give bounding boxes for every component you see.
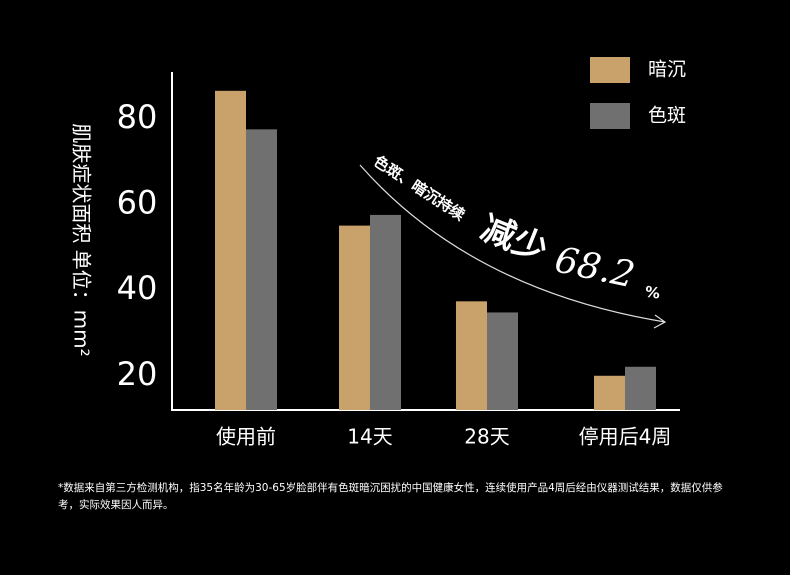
x-tick-label: 28天 [464, 425, 509, 449]
arrow-head [653, 314, 667, 329]
bar [246, 129, 277, 410]
legend-label: 暗沉 [648, 59, 686, 81]
y-axis-label: 肌肤症状面积 单位：mm² [70, 123, 94, 356]
bar [456, 301, 487, 410]
y-tick-label: 60 [117, 184, 158, 222]
annotation-unit: % [644, 283, 661, 303]
annotation-number: 68.2 [551, 240, 638, 297]
x-tick-label: 使用前 [216, 425, 276, 449]
legend-swatch [590, 57, 630, 83]
bar [487, 312, 518, 410]
bar [215, 90, 246, 410]
annotation-lead: 色斑、暗沉持续 [370, 152, 468, 224]
footnote: *数据来自第三方检测机构，指35名年龄为30-65岁脸部伴有色斑暗沉困扰的中国健… [58, 482, 723, 511]
y-tick-label: 20 [117, 355, 158, 393]
x-tick-label: 14天 [347, 425, 392, 449]
y-tick-label: 80 [117, 98, 158, 136]
legend-label: 色斑 [648, 105, 686, 127]
bar [594, 375, 625, 410]
legend-swatch [590, 103, 630, 129]
annotation-verb: 减少 [475, 208, 553, 271]
bar [339, 225, 370, 410]
bar [625, 366, 656, 410]
x-tick-label: 停用后4周 [579, 425, 672, 449]
y-tick-label: 40 [117, 269, 158, 307]
trend-arrow [359, 164, 666, 323]
bar [370, 214, 401, 410]
